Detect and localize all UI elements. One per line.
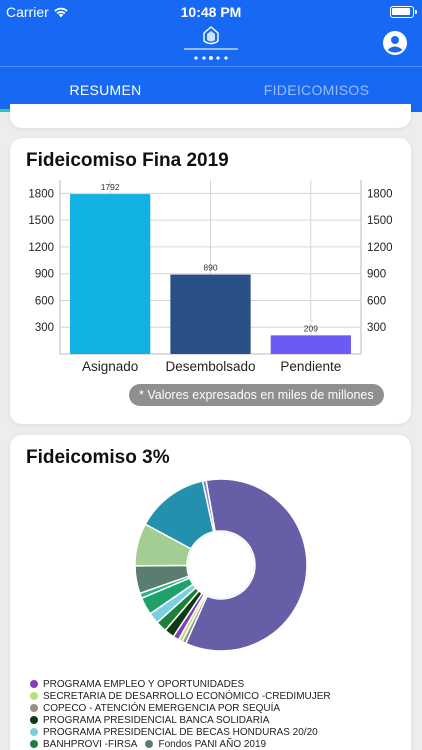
battery-icon — [390, 6, 417, 18]
bar — [70, 194, 151, 354]
legend-item: COPECO - ATENCIÓN EMERGENCIA POR SEQUÍA — [30, 703, 410, 715]
donut-slice — [201, 479, 216, 533]
bar — [270, 335, 351, 354]
legend-swatch — [30, 716, 38, 724]
fideicomiso-3-card: Fideicomiso 3% PROGRAMA EMPLEO Y OPORTUN… — [10, 435, 411, 750]
tab-fideicomisos[interactable]: FIDEICOMISOS — [263, 82, 370, 98]
carrier-label: Carrier — [6, 4, 49, 20]
government-logo — [184, 26, 238, 60]
legend-label: COPECO - ATENCIÓN EMERGENCIA POR SEQUÍA — [43, 703, 281, 714]
units-note: * Valores expresados en miles de millone… — [129, 384, 384, 406]
y-tick-label-right: 300 — [367, 322, 386, 334]
bar-value-label: 1792 — [101, 182, 120, 192]
account-circle-icon[interactable] — [382, 30, 408, 56]
chart-legend: PROGRAMA EMPLEO Y OPORTUNIDADES SECRETARI… — [30, 679, 410, 750]
legend-label: PROGRAMA PRESIDENCIAL DE BECAS HONDURAS … — [43, 727, 318, 738]
y-tick-label-left: 300 — [35, 322, 54, 334]
donut-chart — [134, 478, 308, 652]
x-tick-label: Asignado — [82, 359, 138, 374]
legend-label: BANHPROVI -FIRSA — [43, 739, 138, 750]
bar-value-label: 890 — [203, 263, 217, 273]
y-tick-label-left: 600 — [35, 295, 54, 307]
bar-chart: 300 300 600 600 900 900 1200 1200 1500 1500 1800 18… — [28, 180, 393, 374]
legend-swatch — [30, 680, 38, 688]
previous-card — [10, 104, 411, 128]
y-tick-label-right: 900 — [367, 269, 386, 281]
legend-item: PROGRAMA PRESIDENCIAL DE BECAS HONDURAS … — [30, 727, 410, 739]
card-title: Fideicomiso 3% — [26, 447, 170, 468]
bar-value-label: 209 — [304, 323, 318, 333]
fideicomiso-fina-card: Fideicomiso Fina 2019 300 300 600 600 900 900… — [10, 138, 411, 424]
x-tick-label: Pendiente — [280, 359, 341, 374]
legend-swatch — [145, 740, 154, 748]
bar — [170, 274, 251, 354]
y-tick-label-left: 900 — [35, 269, 54, 281]
carrier-info: Carrier — [6, 4, 69, 20]
y-tick-label-right: 1200 — [367, 242, 393, 254]
legend-label: Fondos PANI AÑO 2019 — [158, 739, 267, 750]
legend-item: SECRETARIA DE DESARROLLO ECONÓMICO -CRED… — [30, 691, 410, 703]
tab-bar: RESUMEN FIDEICOMISOS — [0, 66, 422, 112]
donut-slice — [184, 478, 308, 652]
legend-swatch — [30, 728, 38, 736]
y-tick-label-left: 1800 — [28, 188, 54, 200]
legend-label: SECRETARIA DE DESARROLLO ECONÓMICO -CRED… — [43, 691, 331, 702]
legend-swatch — [30, 704, 38, 712]
donut-hole — [188, 532, 254, 598]
x-tick-label: Desembolsado — [165, 359, 255, 374]
legend-item: PROGRAMA EMPLEO Y OPORTUNIDADES — [30, 679, 410, 691]
tab-resumen[interactable]: RESUMEN — [69, 82, 142, 98]
app-header: Carrier 10:48 PM RESUMEN FIDEICOMISOS — [0, 0, 422, 112]
card-title: Fideicomiso Fina 2019 — [26, 150, 229, 171]
status-bar: Carrier 10:48 PM — [0, 0, 422, 24]
legend-item: BANHPROVI -FIRSA Fondos PANI AÑO 2019 — [30, 739, 410, 750]
wifi-icon — [54, 7, 68, 18]
y-tick-label-right: 600 — [367, 295, 386, 307]
y-tick-label-right: 1800 — [367, 188, 393, 200]
legend-item: PROGRAMA PRESIDENCIAL BANCA SOLIDARIA — [30, 715, 410, 727]
clock: 10:48 PM — [180, 4, 242, 20]
legend-label: PROGRAMA EMPLEO Y OPORTUNIDADES — [43, 679, 245, 690]
y-tick-label-left: 1200 — [28, 242, 54, 254]
legend-swatch — [30, 692, 38, 700]
legend-label: PROGRAMA PRESIDENCIAL BANCA SOLIDARIA — [43, 715, 270, 726]
legend-swatch — [30, 740, 38, 748]
y-tick-label-right: 1500 — [367, 215, 393, 227]
y-tick-label-left: 1500 — [28, 215, 54, 227]
